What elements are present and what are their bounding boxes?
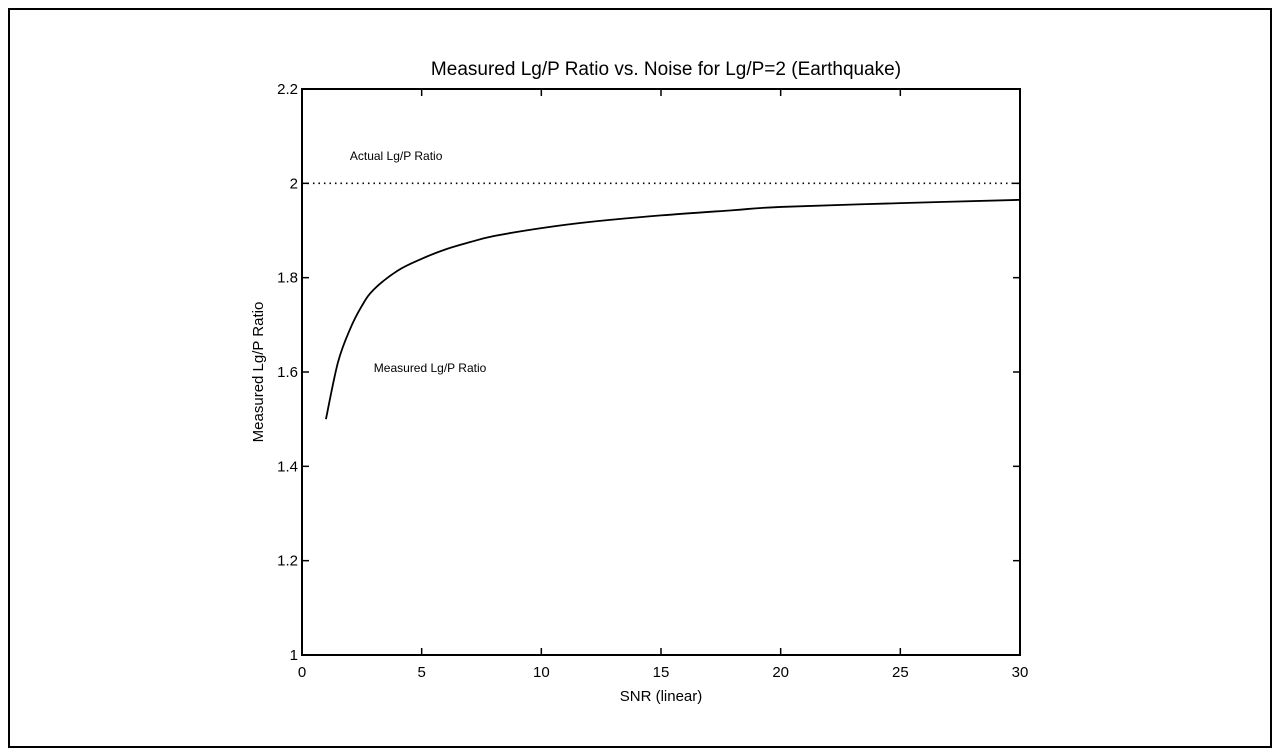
y-tick-label: 1.8: [277, 270, 298, 287]
y-tick-label: 1: [290, 647, 298, 664]
axis-ticks: 0 5 10 15 20 25 30 1 1.2 1.4 1.6 1.8 2 2.2: [277, 81, 1028, 681]
x-tick-label: 15: [653, 664, 670, 681]
x-tick-label: 0: [298, 664, 306, 681]
x-tick-label: 20: [772, 664, 789, 681]
y-tick-label: 2: [290, 175, 298, 192]
y-tick-label: 1.2: [277, 553, 298, 570]
series-layer: [301, 182, 1021, 420]
x-tick-label: 5: [417, 664, 425, 681]
y-tick-label: 1.6: [277, 364, 298, 381]
y-axis-label: Measured Lg/P Ratio: [250, 302, 267, 443]
annotation-label: Actual Lg/P Ratio: [350, 149, 443, 163]
x-tick-label: 10: [533, 664, 550, 681]
annotation-label: Measured Lg/P Ratio: [374, 361, 487, 375]
chart-title: Measured Lg/P Ratio vs. Noise for Lg/P=2…: [431, 59, 901, 80]
y-tick-label: 1.4: [277, 458, 298, 475]
y-tick-label: 2.2: [277, 81, 298, 98]
annotations-layer: Actual Lg/P Ratio Measured Lg/P Ratio: [350, 149, 487, 375]
x-tick-label: 25: [892, 664, 909, 681]
series-line-1: [325, 198, 1021, 420]
x-tick-label: 30: [1012, 664, 1029, 681]
x-axis-label: SNR (linear): [620, 688, 703, 705]
